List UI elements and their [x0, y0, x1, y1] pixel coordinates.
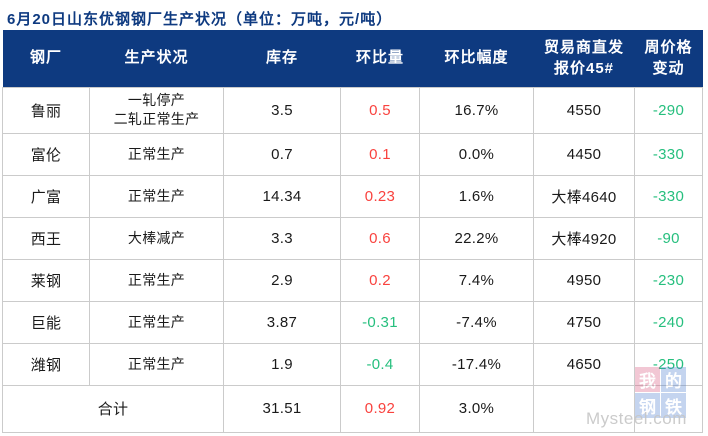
inventory-cell: 3.87: [223, 300, 341, 344]
mom-pct-cell: 1.6%: [419, 174, 534, 218]
total-inventory-cell: 31.51: [223, 384, 341, 433]
status-cell: 正常生产: [89, 132, 224, 176]
mill-name-cell: 广富: [2, 174, 90, 218]
table-row: 鲁丽 一轧停产 二轧正常生产 3.5 0.5 16.7% 4550 -290: [2, 86, 703, 134]
mom-qty-cell: -0.31: [340, 300, 420, 344]
inventory-cell: 14.34: [223, 174, 341, 218]
quote-cell: 4650: [533, 342, 635, 386]
inventory-cell: 3.5: [223, 86, 341, 134]
mill-name-cell: 莱钢: [2, 258, 90, 302]
status-cell: 正常生产: [89, 174, 224, 218]
quote-cell: 4550: [533, 86, 635, 134]
mom-qty-cell: 0.5: [340, 86, 420, 134]
quote-cell: 4450: [533, 132, 635, 176]
page-title: 6月20日山东优钢钢厂生产状况（单位：万吨，元/吨）: [7, 11, 393, 28]
mom-qty-cell: 0.6: [340, 216, 420, 260]
mill-name-cell: 潍钢: [2, 342, 90, 386]
header-weekly-change: 周价格 变动: [634, 30, 703, 87]
weekly-change-cell: -230: [634, 258, 703, 302]
quote-cell: 大棒4640: [533, 174, 635, 218]
total-mom-qty-cell: 0.92: [340, 384, 420, 433]
table-row: 莱钢 正常生产 2.9 0.2 7.4% 4950 -230: [2, 258, 703, 302]
mill-name-cell: 富伦: [2, 132, 90, 176]
mom-pct-cell: 0.0%: [419, 132, 534, 176]
weekly-change-cell: -330: [634, 174, 703, 218]
header-mom-pct: 环比幅度: [419, 30, 534, 87]
mom-pct-cell: 16.7%: [419, 86, 534, 134]
table-row: 巨能 正常生产 3.87 -0.31 -7.4% 4750 -240: [2, 300, 703, 344]
mom-pct-cell: -17.4%: [419, 342, 534, 386]
mom-pct-cell: -7.4%: [419, 300, 534, 344]
status-cell: 正常生产: [89, 342, 224, 386]
header-mom-qty: 环比量: [340, 30, 420, 87]
mill-name-cell: 鲁丽: [2, 86, 90, 134]
mom-qty-cell: 0.23: [340, 174, 420, 218]
table-row: 广富 正常生产 14.34 0.23 1.6% 大棒4640 -330: [2, 174, 703, 218]
mom-pct-cell: 7.4%: [419, 258, 534, 302]
quote-cell: 大棒4920: [533, 216, 635, 260]
total-label-cell: 合计: [2, 384, 224, 433]
status-cell: 正常生产: [89, 300, 224, 344]
table-row: 潍钢 正常生产 1.9 -0.4 -17.4% 4650 -250: [2, 342, 703, 386]
weekly-change-cell: -250: [634, 342, 703, 386]
mill-name-cell: 巨能: [2, 300, 90, 344]
table-row: 西王 大棒减产 3.3 0.6 22.2% 大棒4920 -90: [2, 216, 703, 260]
quote-cell: 4750: [533, 300, 635, 344]
header-trader-quote: 贸易商直发 报价45#: [533, 30, 635, 87]
header-inventory: 库存: [223, 30, 341, 87]
inventory-cell: 0.7: [223, 132, 341, 176]
total-quote-cell: [533, 384, 635, 433]
mom-qty-cell: 0.1: [340, 132, 420, 176]
header-status: 生产状况: [89, 30, 224, 87]
status-cell: 一轧停产 二轧正常生产: [89, 86, 224, 134]
inventory-cell: 1.9: [223, 342, 341, 386]
mom-qty-cell: -0.4: [340, 342, 420, 386]
total-weekly-change-cell: [634, 384, 703, 433]
weekly-change-cell: -330: [634, 132, 703, 176]
mom-qty-cell: 0.2: [340, 258, 420, 302]
weekly-change-cell: -290: [634, 86, 703, 134]
status-cell: 正常生产: [89, 258, 224, 302]
mill-name-cell: 西王: [2, 216, 90, 260]
inventory-cell: 3.3: [223, 216, 341, 260]
total-row: 合计 31.51 0.92 3.0%: [2, 384, 703, 433]
quote-cell: 4950: [533, 258, 635, 302]
mom-pct-cell: 22.2%: [419, 216, 534, 260]
total-mom-pct-cell: 3.0%: [419, 384, 534, 433]
weekly-change-cell: -240: [634, 300, 703, 344]
header-mill: 钢厂: [2, 30, 90, 87]
status-cell: 大棒减产: [89, 216, 224, 260]
table-row: 富伦 正常生产 0.7 0.1 0.0% 4450 -330: [2, 132, 703, 176]
header-row: 钢厂 生产状况 库存 环比量 环比幅度 贸易商直发 报价45# 周价格 变动: [2, 30, 703, 87]
inventory-cell: 2.9: [223, 258, 341, 302]
production-table: 钢厂 生产状况 库存 环比量 环比幅度 贸易商直发 报价45# 周价格 变动 鲁丽 …: [2, 30, 703, 433]
weekly-change-cell: -90: [634, 216, 703, 260]
